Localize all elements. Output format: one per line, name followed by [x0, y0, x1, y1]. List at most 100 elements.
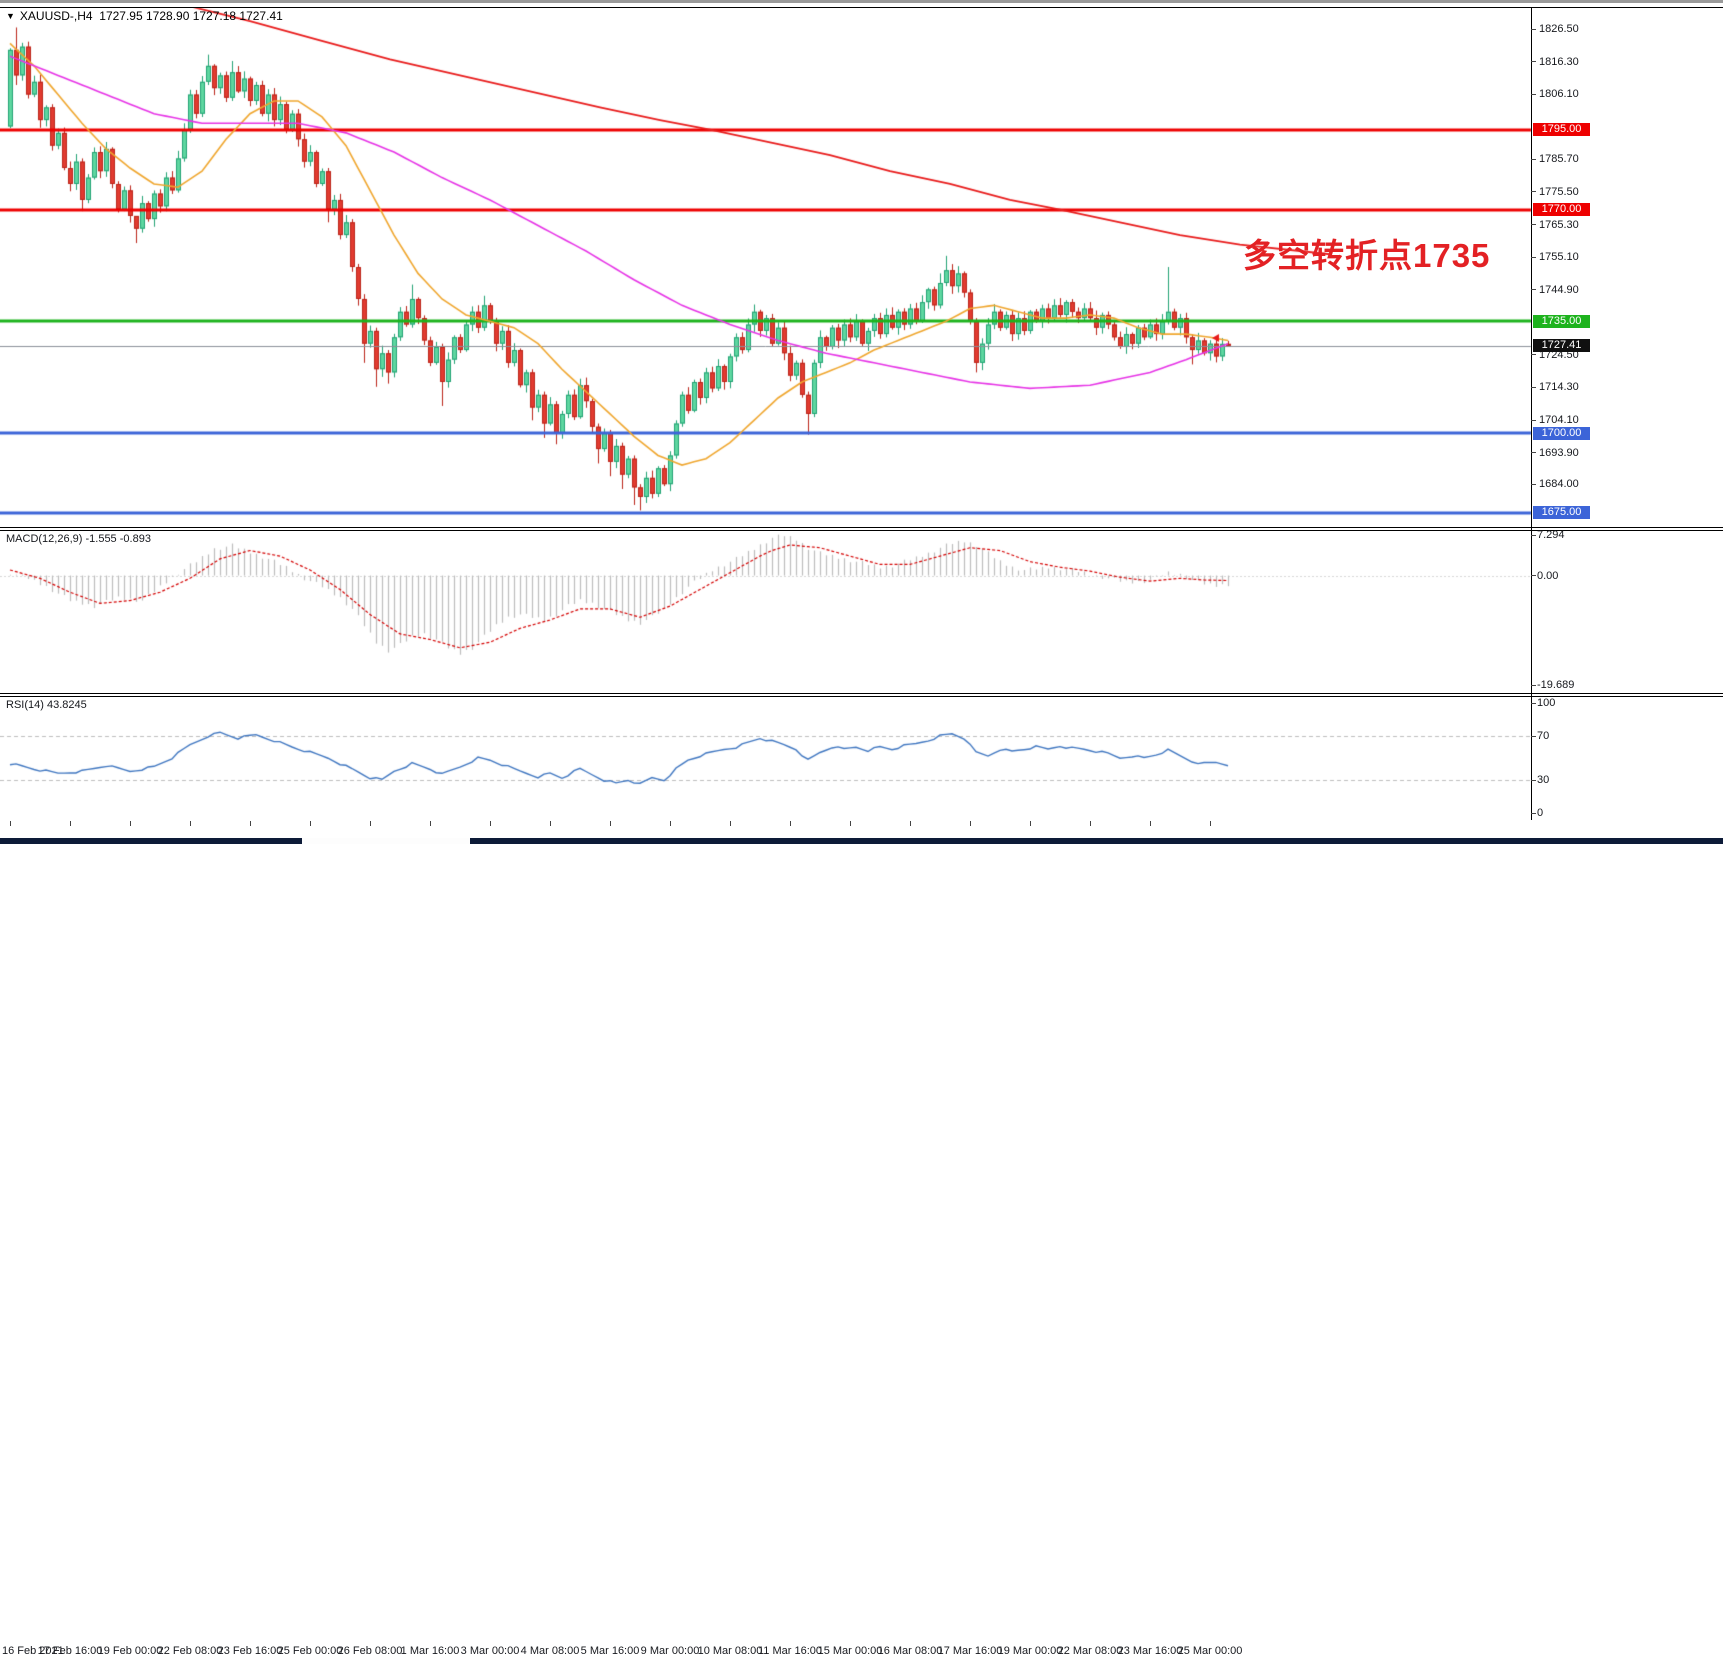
time-axis-tickmark	[490, 821, 491, 826]
rsi-axis-tickmark	[1531, 779, 1536, 781]
price-axis-tickmark	[1531, 28, 1536, 30]
time-axis-label: 16 Mar 08:00	[877, 1645, 943, 1657]
chart-title: ▼ XAUUSD-,H4 1727.95 1728.90 1727.18 1727…	[6, 9, 283, 23]
price-badge-1795.00: 1795.00	[1533, 123, 1590, 137]
rsi-value: 43.8245	[46, 699, 87, 711]
price-axis-tickmark	[1531, 289, 1536, 291]
rsi-axis-tickmark	[1531, 812, 1536, 814]
time-axis-label: 15 Mar 00:00	[817, 1645, 883, 1657]
price-axis-tickmark	[1531, 452, 1536, 454]
time-axis-tickmark	[1150, 821, 1151, 826]
price-axis-tick-label: 1693.90	[1539, 446, 1579, 459]
time-axis-tickmark	[10, 821, 11, 826]
time-axis-label: 26 Feb 08:00	[337, 1645, 403, 1657]
time-axis-tickmark	[550, 821, 551, 826]
rsi-panel-top-border[interactable]	[0, 696, 1723, 697]
main-panel-bottom-border[interactable]	[0, 527, 1723, 528]
price-axis-tick-label: 1714.30	[1539, 381, 1579, 394]
time-axis-label: 23 Mar 16:00	[1117, 1645, 1183, 1657]
rsi-axis-label: 70	[1537, 730, 1550, 742]
price-badge-1735.00: 1735.00	[1533, 314, 1590, 328]
time-axis-label: 11 Mar 16:00	[757, 1645, 823, 1657]
time-axis-tickmark	[1090, 821, 1091, 826]
price-axis-tickmark	[1531, 354, 1536, 356]
time-axis-tickmark	[370, 821, 371, 826]
window-top-edge	[0, 0, 1723, 5]
bottom-bar-slider[interactable]	[302, 838, 470, 844]
price-chart-canvas[interactable]	[0, 0, 1723, 844]
price-axis-tick-label: 1744.90	[1539, 283, 1579, 296]
price-axis-tickmark	[1531, 483, 1536, 485]
macd-panel-top-border[interactable]	[0, 530, 1723, 531]
macd-main-value: -1.555	[85, 533, 117, 545]
price-axis-tick-label: 1765.30	[1539, 218, 1579, 231]
time-axis-tickmark	[250, 821, 251, 826]
price-axis-tickmark	[1531, 386, 1536, 388]
chart-frame-top	[0, 7, 1723, 8]
time-axis-label: 22 Mar 08:00	[1057, 1645, 1123, 1657]
macd-axis-tickmark	[1531, 684, 1536, 686]
time-axis-tickmark	[790, 821, 791, 826]
symbol-dropdown-icon[interactable]: ▼	[6, 11, 15, 21]
macd-axis-tickmark	[1531, 575, 1536, 577]
time-axis-label: 10 Mar 08:00	[697, 1645, 763, 1657]
price-axis-tick-label: 1755.10	[1539, 251, 1579, 264]
time-axis-label: 19 Feb 00:00	[97, 1645, 163, 1657]
price-axis-tickmark	[1531, 419, 1536, 421]
rsi-axis-label: 30	[1537, 774, 1550, 786]
price-axis-tickmark	[1531, 158, 1536, 160]
time-axis-label: 19 Mar 00:00	[997, 1645, 1063, 1657]
price-axis-tickmark	[1531, 224, 1536, 226]
macd-indicator-label: MACD(12,26,9) -1.555 -0.893	[6, 533, 151, 545]
time-axis-tickmark	[1210, 821, 1211, 826]
macd-axis-tickmark	[1531, 534, 1536, 536]
price-axis-border	[1531, 7, 1532, 820]
macd-panel-bottom-border[interactable]	[0, 693, 1723, 694]
price-badge-1770.00: 1770.00	[1533, 203, 1590, 217]
price-badge-1700.00: 1700.00	[1533, 426, 1590, 440]
time-axis-tickmark	[850, 821, 851, 826]
time-axis-label: 1 Mar 16:00	[400, 1645, 460, 1657]
rsi-axis-tickmark	[1531, 702, 1536, 704]
price-badge-1727.41: 1727.41	[1533, 339, 1590, 353]
time-axis-label: 22 Feb 08:00	[157, 1645, 223, 1657]
time-axis-tickmark	[730, 821, 731, 826]
macd-axis-label: 0.00	[1537, 569, 1559, 582]
rsi-indicator-label: RSI(14) 43.8245	[6, 699, 87, 711]
ohlc-values: 1727.95 1728.90 1727.18 1727.41	[99, 9, 283, 23]
macd-signal-value: -0.893	[119, 533, 151, 545]
macd-name: MACD(12,26,9)	[6, 533, 83, 545]
price-axis-tickmark	[1531, 256, 1536, 258]
price-axis-tick-label: 1684.00	[1539, 478, 1579, 491]
time-axis-label: 4 Mar 08:00	[520, 1645, 580, 1657]
time-axis-tickmark	[130, 821, 131, 826]
time-axis-tickmark	[1030, 821, 1031, 826]
time-axis-tickmark	[910, 821, 911, 826]
price-axis-tick-label: 1806.10	[1539, 88, 1579, 101]
price-axis-tick-label: 1775.50	[1539, 185, 1579, 198]
time-axis-tickmark	[310, 821, 311, 826]
rsi-name: RSI(14)	[6, 699, 44, 711]
time-axis-label: 25 Mar 00:00	[1177, 1645, 1243, 1657]
time-axis-label: 23 Feb 16:00	[217, 1645, 283, 1657]
price-badge-1675.00: 1675.00	[1533, 506, 1590, 520]
time-axis-tickmark	[610, 821, 611, 826]
macd-axis-label: -19.689	[1537, 679, 1575, 691]
annotation-text[interactable]: 多空转折点1735	[1243, 237, 1491, 274]
time-axis-tickmark	[970, 821, 971, 826]
price-axis-tick-label: 1816.30	[1539, 55, 1579, 68]
time-axis-tickmark	[70, 821, 71, 826]
price-axis-tick-label: 1826.50	[1539, 23, 1579, 36]
price-axis-tickmark	[1531, 191, 1536, 193]
bottom-bar-right-segment[interactable]	[470, 838, 1723, 844]
time-axis-label: 9 Mar 00:00	[640, 1645, 700, 1657]
rsi-axis-label: 0	[1537, 807, 1544, 819]
time-axis-label: 3 Mar 00:00	[460, 1645, 520, 1657]
time-axis: 16 Feb 2021 17 Feb 16:00 19 Feb 00:00 22 Fe…	[0, 820, 1723, 1657]
price-axis-tick-label: 1785.70	[1539, 153, 1579, 166]
rsi-axis-label: 100	[1537, 697, 1556, 709]
price-axis-tick-label: 1704.10	[1539, 414, 1579, 426]
price-axis-tickmark	[1531, 61, 1536, 63]
bottom-bar-left-segment[interactable]	[0, 838, 302, 844]
